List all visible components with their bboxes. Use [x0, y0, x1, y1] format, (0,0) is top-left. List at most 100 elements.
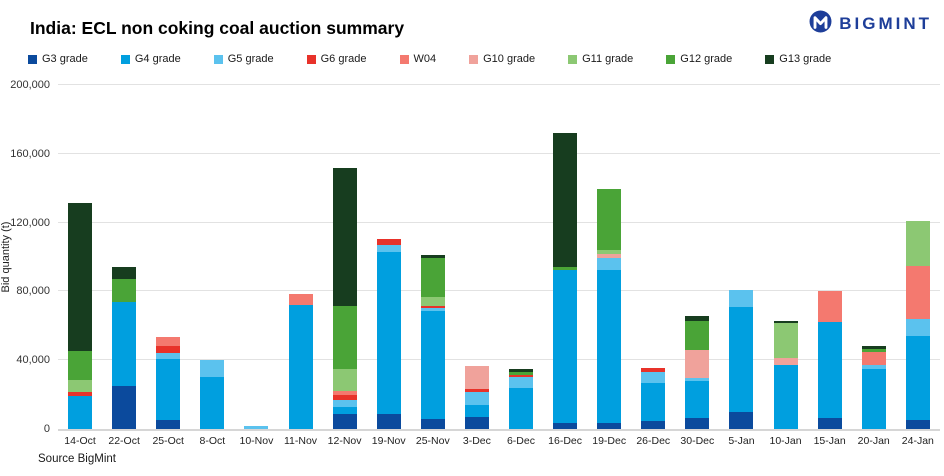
bar-segment-g5-grade [332, 399, 357, 407]
bar-segment-g5-grade [508, 377, 533, 388]
x-tick-label: 24-Jan [901, 435, 934, 447]
legend-label: G13 grade [779, 53, 832, 65]
bar-segment-g12-grade [508, 372, 533, 375]
gridline [58, 152, 940, 154]
bigmint-logo-icon [807, 8, 834, 40]
bar-segment-g12-grade [420, 257, 445, 298]
bar-segment-g5-grade [420, 307, 445, 312]
y-tick-label: 0 [43, 423, 50, 435]
bar-column-12-Nov [323, 87, 367, 429]
bar-stack [905, 220, 930, 429]
legend-item-g5-grade: G5 grade [213, 53, 274, 65]
bar-segment-g11-grade [597, 250, 622, 255]
gridline [58, 84, 940, 85]
bar-segment-g11-grade [905, 220, 930, 266]
bar-segment-g3-grade [729, 411, 754, 429]
x-tick-label: 11-Nov [283, 435, 318, 447]
bar-segment-g4-grade [288, 305, 313, 429]
legend-item-g10-grade: G10 grade [469, 53, 535, 65]
gridline [58, 290, 940, 292]
bar-column-20-Jan [852, 87, 896, 429]
bar-segment-w04 [817, 291, 842, 323]
x-tick-label: 25-Nov [415, 435, 450, 447]
bar-stack [332, 167, 357, 429]
legend-item-w04: W04 [399, 53, 436, 65]
bar-column-25-Oct [146, 87, 190, 429]
bar-segment-g5-grade [244, 426, 269, 429]
bar-stack [420, 255, 445, 429]
bar-column-22-Oct [102, 87, 146, 429]
bar-segment-g10-grade [685, 349, 710, 379]
x-tick-label: 16-Dec [548, 435, 582, 447]
bar-segment-g12-grade [332, 306, 357, 369]
y-tick-label: 200,000 [10, 79, 50, 91]
bar-column-14-Oct [58, 87, 102, 429]
bar-column-10-Jan [764, 87, 808, 429]
y-axis-label: Bid quantity (t) [0, 221, 12, 293]
bar-segment-g5-grade [156, 353, 181, 360]
bar-segment-g13-grade [553, 133, 578, 268]
bar-stack [773, 320, 798, 429]
x-tick-label: 10-Jan [769, 435, 802, 447]
legend-item-g12-grade: G12 grade [666, 53, 732, 65]
bar-segment-g10-grade [464, 366, 489, 389]
bar-column-8-Oct [190, 87, 234, 429]
bar-segment-g4-grade [861, 368, 886, 429]
bar-column-11-Nov [278, 87, 322, 429]
bar-stack [68, 202, 93, 429]
x-tick-label: 10-Nov [239, 435, 274, 447]
bar-column-10-Nov [234, 87, 278, 429]
y-tick-label: 80,000 [16, 285, 50, 298]
bar-segment-g6-grade [641, 367, 666, 373]
bar-segment-g6-grade [376, 238, 401, 245]
bar-segment-g4-grade [905, 336, 930, 421]
bar-segment-g3-grade [112, 386, 137, 429]
legend-label: G3 grade [42, 53, 88, 65]
bar-segment-g6-grade [156, 345, 181, 354]
bar-segment-g4-grade [597, 269, 622, 423]
bar-segment-g13-grade [685, 316, 710, 321]
bar-segment-g12-grade [553, 267, 578, 270]
bar-stack [685, 316, 710, 429]
bar-segment-g11-grade [773, 323, 798, 359]
bar-segment-g3-grade [817, 417, 842, 429]
bar-column-30-Dec [675, 87, 719, 429]
bar-segment-g5-grade [685, 378, 710, 381]
bar-stack [553, 133, 578, 429]
legend-swatch [399, 54, 409, 64]
y-tick-label: 40,000 [16, 354, 50, 367]
legend-swatch [765, 54, 775, 64]
bar-segment-w04 [288, 294, 313, 306]
bar-segment-g3-grade [905, 420, 930, 429]
bar-segment-g3-grade [685, 417, 710, 429]
bar-segment-g12-grade [861, 349, 886, 353]
bar-segment-g10-grade [597, 254, 622, 258]
bar-segment-g12-grade [685, 320, 710, 350]
legend-swatch [666, 54, 676, 64]
bar-segment-g4-grade [376, 251, 401, 414]
bar-segment-g13-grade [508, 368, 533, 373]
bar-segment-g13-grade [332, 167, 357, 307]
legend-item-g6-grade: G6 grade [306, 53, 367, 65]
bar-segment-g12-grade [68, 350, 93, 380]
chart-title: India: ECL non coking coal auction summa… [30, 18, 405, 38]
bar-column-6-Dec [499, 87, 543, 429]
x-axis-labels: 14-Oct 22-Oct 25-Oct 8-Oct 10-Nov 11-Nov 12-No… [58, 435, 940, 447]
bars-container [58, 87, 940, 429]
legend-label: G11 grade [582, 53, 634, 65]
bar-stack [288, 294, 313, 429]
bar-column-25-Nov [411, 87, 455, 429]
bar-stack [729, 289, 754, 429]
bar-column-5-Jan [719, 87, 763, 429]
bar-segment-g11-grade [68, 380, 93, 393]
source-note: Source BigMint [38, 453, 116, 465]
bar-segment-g3-grade [376, 413, 401, 429]
bar-segment-g3-grade [332, 413, 357, 429]
legend-label: G5 grade [227, 53, 274, 65]
bar-segment-g3-grade [553, 422, 578, 429]
bar-segment-g3-grade [464, 416, 489, 429]
gridline [58, 221, 940, 223]
legend-label: G10 grade [483, 53, 536, 65]
bar-stack [464, 366, 489, 429]
